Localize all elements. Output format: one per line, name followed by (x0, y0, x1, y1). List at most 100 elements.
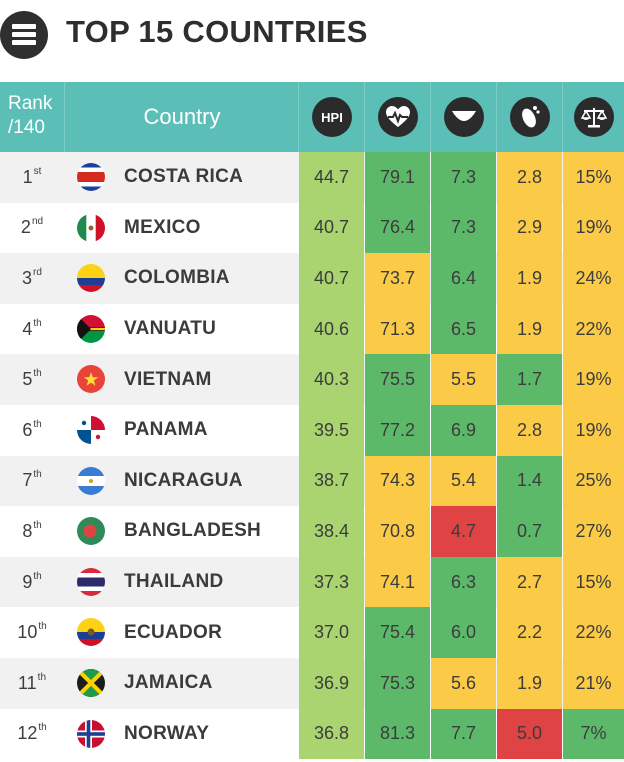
hpi-cell: 37.3 (299, 556, 364, 608)
country-name: NICARAGUA (124, 469, 243, 491)
inequality-cell: 19% (563, 404, 624, 456)
inequality-cell: 19% (563, 354, 624, 405)
thailand-flag-icon (77, 567, 105, 596)
inequality-cell: 22% (563, 607, 624, 658)
wellbeing-cell: 5.6 (431, 657, 496, 709)
heart-life-expectancy-icon (378, 97, 418, 137)
hpi-header: HPI (299, 82, 365, 152)
life-expectancy-cell: 76.4 (365, 202, 430, 254)
inequality-cell: 19% (563, 202, 624, 254)
hpi-cell: 36.8 (299, 708, 364, 760)
table-menu-icon (0, 11, 48, 59)
wellbeing-header (431, 82, 497, 152)
life-expectancy-cell: 81.3 (365, 708, 430, 760)
vanuatu-flag-icon (77, 314, 105, 343)
colombia-flag-icon (77, 264, 105, 293)
panama-flag-icon (77, 415, 105, 444)
footprint-cell: 1.9 (497, 253, 562, 304)
nicaragua-flag-icon (77, 466, 105, 495)
country-name: BANGLADESH (124, 520, 262, 542)
inequality-cell: 15% (563, 152, 624, 203)
country-name: VANUATU (124, 318, 217, 340)
footprint-cell: 5.0 (497, 708, 562, 760)
wellbeing-cell: 6.4 (431, 253, 496, 304)
life-expectancy-header (365, 82, 431, 152)
wellbeing-cell: 6.5 (431, 303, 496, 355)
life-expectancy-cell: 70.8 (365, 506, 430, 557)
footprint-cell: 0.7 (497, 506, 562, 557)
title-bar: TOP 15 COUNTRIES (0, 0, 624, 82)
ranking-table: Rank /140 Country HPI (0, 82, 624, 760)
hpi-icon: HPI (312, 97, 352, 137)
wellbeing-cell: 7.3 (431, 152, 496, 203)
hpi-cell: 37.0 (299, 607, 364, 658)
life-expectancy-cell: 75.5 (365, 354, 430, 405)
country-name: ECUADOR (124, 621, 223, 643)
country-name: COSTA RICA (124, 166, 244, 188)
norway-flag-icon (77, 719, 105, 748)
wellbeing-cell: 5.5 (431, 354, 496, 405)
life-expectancy-cell: 73.7 (365, 253, 430, 304)
inequality-cell: 27% (563, 506, 624, 557)
inequality-cell: 21% (563, 657, 624, 709)
hpi-cell: 40.6 (299, 303, 364, 355)
inequality-cell: 24% (563, 253, 624, 304)
country-name: MEXICO (124, 216, 201, 238)
table-header: Rank /140 Country HPI (0, 82, 624, 152)
country-name: COLOMBIA (124, 267, 230, 289)
footprint-cell: 1.9 (497, 657, 562, 709)
hpi-cell: 40.7 (299, 253, 364, 304)
rank-header: Rank /140 (0, 82, 64, 152)
costa-rica-flag-icon (77, 163, 105, 191)
rank-header-label: Rank (8, 93, 53, 114)
balance-scale-inequality-icon (573, 97, 614, 137)
life-expectancy-cell: 75.4 (365, 607, 430, 658)
inequality-cell: 15% (563, 556, 624, 608)
footprint-cell: 1.9 (497, 303, 562, 355)
smile-wellbeing-icon (444, 97, 484, 137)
life-expectancy-cell: 75.3 (365, 657, 430, 709)
footprint-cell: 2.8 (497, 404, 562, 456)
wellbeing-cell: 6.0 (431, 607, 496, 658)
country-name: JAMAICA (124, 672, 213, 694)
wellbeing-cell: 7.7 (431, 708, 496, 760)
life-expectancy-cell: 74.3 (365, 455, 430, 507)
hpi-cell: 40.7 (299, 202, 364, 254)
country-name: PANAMA (124, 419, 208, 441)
hpi-cell: 38.4 (299, 506, 364, 557)
footprint-cell: 2.2 (497, 607, 562, 658)
page-title: TOP 15 COUNTRIES (66, 14, 368, 49)
hpi-cell: 44.7 (299, 152, 364, 203)
life-expectancy-cell: 77.2 (365, 404, 430, 456)
rank-header-total: /140 (8, 117, 45, 138)
hpi-cell: 36.9 (299, 657, 364, 709)
country-name: VIETNAM (124, 368, 212, 390)
footprint-cell: 2.9 (497, 202, 562, 254)
jamaica-flag-icon (77, 668, 105, 697)
country-name: NORWAY (124, 722, 210, 744)
hpi-cell: 40.3 (299, 354, 364, 405)
